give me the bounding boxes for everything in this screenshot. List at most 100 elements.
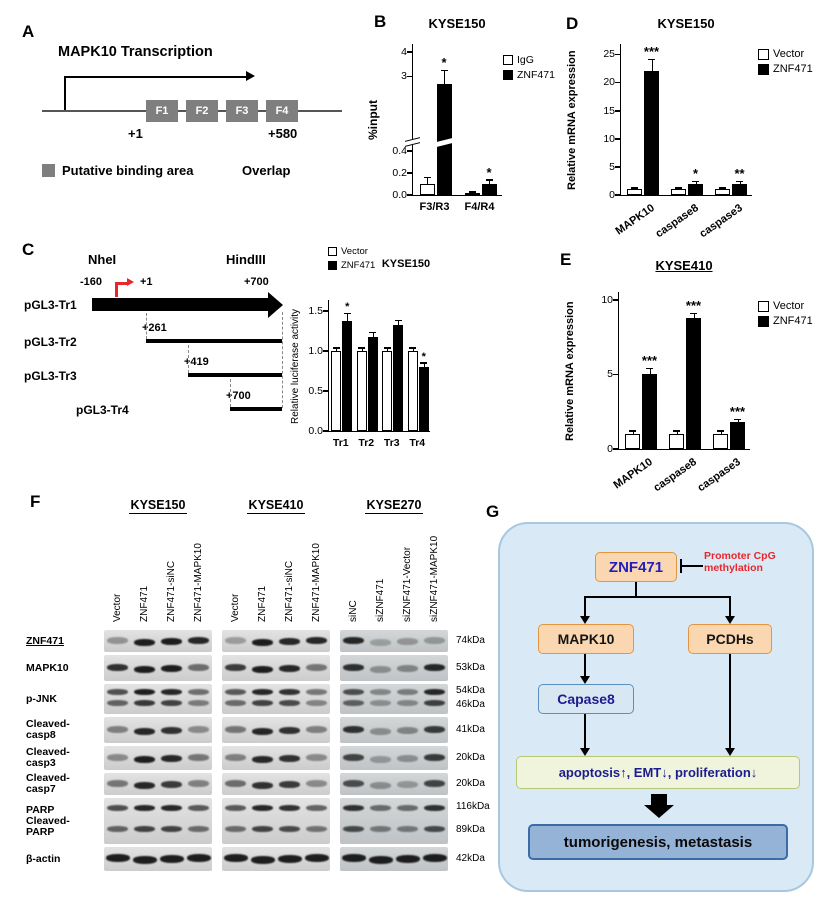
y-tick-label: 0.0 [392, 189, 407, 201]
y-tick-mark [615, 166, 621, 168]
blot-band [252, 689, 273, 695]
y-tick-mark [613, 299, 619, 301]
x-category-label: Tr4 [409, 437, 426, 449]
y-tick-mark [407, 75, 413, 78]
blot-band [225, 826, 246, 832]
legend: Vector ZNF471 [758, 48, 813, 78]
row-label-line: Cleaved- [26, 718, 70, 730]
y-tick-label: 5 [607, 368, 613, 381]
kda-label: 54kDa [456, 685, 485, 696]
block-arrowhead-icon [644, 805, 674, 818]
construct-tr4-name: pGL3-Tr4 [76, 403, 129, 417]
blot-band [397, 805, 418, 811]
fragment-f2: F2 [186, 100, 218, 122]
blot-band [306, 725, 327, 733]
blot-band [343, 725, 364, 733]
error-bar [427, 178, 428, 184]
y-tick-label: 20 [603, 76, 615, 89]
blot-band [107, 753, 128, 761]
blot-band [306, 779, 327, 787]
blot-band [134, 826, 155, 832]
blot-band [279, 689, 300, 695]
error-bar-cap [690, 312, 697, 315]
error-bar [739, 182, 741, 184]
blot-strip [104, 684, 212, 714]
legend-item: ZNF471 [328, 260, 375, 271]
blot-band [397, 700, 418, 706]
y-axis-label: Relative mRNA expression [564, 301, 576, 441]
blot-strip [340, 798, 448, 844]
lane-label: ZNF471-siNC [283, 560, 295, 622]
blot-band [306, 689, 327, 695]
panel-b-label: B [374, 12, 387, 31]
blot-band [424, 636, 445, 644]
arrowhead-pcdhs-icon [724, 616, 735, 624]
blot-band [107, 689, 128, 695]
blot-band [188, 826, 209, 832]
error-bar [651, 59, 653, 72]
error-bar-cap [734, 418, 741, 420]
blot-band [304, 854, 329, 862]
error-bar-cap [394, 320, 402, 322]
legend-swatch [758, 48, 769, 60]
x-category-label: caspase3 [697, 202, 745, 241]
blot-band [370, 689, 391, 695]
x-category-label: caspase8 [651, 456, 699, 495]
node-effects: apoptosis↑, EMT↓, proliferation↓ [516, 756, 800, 789]
legend-item: Vector [328, 246, 375, 257]
blot-band [252, 727, 273, 735]
group-header-KYSE410: KYSE410 [222, 496, 330, 514]
row-label: MAPK10 [26, 655, 100, 681]
dashed-guide-tr3 [188, 345, 189, 373]
blot-strip [104, 630, 212, 652]
legend: Vector ZNF471 [758, 300, 813, 330]
tr1-arrow-body [92, 298, 268, 311]
panel-g-pathway: G ZNF471 Promoter CpG methylation MAPK10… [486, 502, 824, 898]
lane-label: ZNF471 [256, 585, 268, 622]
blot-band [225, 753, 246, 761]
error-bar [678, 188, 680, 190]
row-label-line: p-JNK [26, 692, 57, 705]
blot-band [132, 856, 157, 864]
blot-band [188, 636, 209, 644]
blot-band [225, 663, 246, 671]
blot-band [252, 805, 273, 811]
chart-title: KYSE150 [381, 258, 431, 270]
lane-label: siZNF471-Vector [401, 546, 413, 622]
blot-band [306, 663, 327, 671]
blot-band [188, 753, 209, 761]
fragment-f3: F3 [226, 100, 258, 122]
blot-band [424, 805, 445, 811]
group-header-label: KYSE270 [364, 498, 424, 514]
connector-znf471-stub [635, 582, 637, 597]
node-pcdhs: PCDHs [688, 624, 772, 654]
blot-band [105, 854, 130, 862]
lane-label: Vector [111, 593, 123, 622]
blot-band [306, 805, 327, 811]
y-tick-label: 3 [401, 70, 407, 83]
y-axis-label: Relative luciferase activity [290, 308, 301, 424]
position-plus1-label: +1 [140, 276, 153, 288]
y-tick-mark [323, 430, 329, 432]
blot-strip [104, 746, 212, 770]
legend-label: Vector [773, 300, 805, 312]
significance-marker: ** [734, 166, 745, 182]
legend-label: ZNF471 [517, 69, 555, 81]
legend-swatch [758, 63, 769, 75]
inhibition-tbar [680, 559, 682, 573]
bar-Vector-caspase8 [671, 189, 686, 195]
bar-ZNF471-caspase3 [732, 183, 747, 195]
panel-e-label: E [560, 250, 572, 269]
blot-band [397, 689, 418, 695]
blot-band [161, 664, 182, 672]
blot-band [252, 665, 273, 673]
blot-band [161, 700, 182, 706]
significance-marker: * [486, 164, 492, 180]
y-tick-mark [615, 81, 621, 84]
y-tick-label: 4 [401, 45, 407, 58]
pathway-diagram-frame: ZNF471 Promoter CpG methylation MAPK10 P… [498, 522, 814, 892]
blot-band [343, 700, 364, 706]
blot-band [107, 636, 128, 644]
blot-band [225, 805, 246, 811]
